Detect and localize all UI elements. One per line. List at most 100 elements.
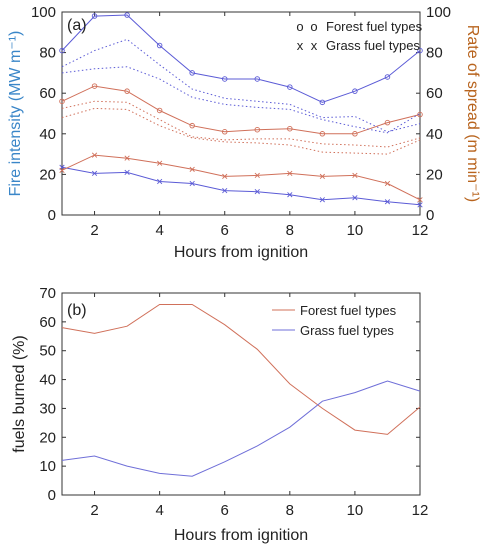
- y-tick-label-a: 100: [31, 4, 56, 21]
- series-line-b-0: [61, 304, 421, 435]
- x-tick-label-b: 6: [221, 502, 229, 519]
- data-point-a: [91, 83, 98, 89]
- data-point-a: [124, 155, 130, 161]
- series-line-a-0: [61, 14, 421, 103]
- data-point-a: [59, 47, 65, 54]
- x-tick-label-a: 2: [90, 222, 98, 239]
- data-point-a: [417, 197, 423, 203]
- data-point-a: [384, 180, 391, 187]
- data-point-a: [189, 70, 195, 76]
- data-point-a: [254, 189, 260, 195]
- x-axis-label-a: Hours from ignition: [174, 244, 308, 261]
- plot-area-b: [61, 292, 421, 496]
- data-point-a: [352, 88, 358, 94]
- series-line-a-6: [61, 100, 421, 148]
- data-point-a: [91, 152, 98, 158]
- y-tick-label-a: 20: [39, 166, 56, 183]
- data-point-a: [156, 107, 163, 114]
- data-point-a: [417, 111, 423, 118]
- plot-area-a: [61, 11, 421, 216]
- data-point-a: [91, 170, 98, 177]
- data-point-a: [319, 197, 325, 203]
- data-point-a: [254, 126, 261, 133]
- data-point-a: [287, 125, 293, 132]
- legend-marker-spread-forest: o: [310, 19, 317, 34]
- data-point-a: [384, 74, 391, 80]
- x-tick-label-a: 6: [221, 222, 229, 239]
- legend-marker-intensity-grass: x: [297, 38, 304, 53]
- y-tick-label-a: 40: [39, 126, 56, 143]
- data-point-a: [319, 99, 326, 106]
- y-tick-label-a: 0: [48, 207, 56, 224]
- y-tick-label-b: 0: [48, 487, 56, 504]
- x-tick-label-a: 8: [286, 222, 294, 239]
- series-line-b-1: [61, 380, 421, 477]
- data-point-a: [157, 160, 163, 166]
- y-axis-label-a: Fire intensity (MW m⁻¹): [7, 31, 24, 197]
- data-point-a: [352, 195, 358, 201]
- data-point-a: [222, 188, 228, 194]
- data-point-a: [287, 170, 293, 177]
- data-point-a: [221, 129, 228, 135]
- y-tick-label-b: 30: [39, 400, 56, 417]
- data-point-a: [287, 84, 293, 90]
- data-point-a: [189, 166, 195, 172]
- legend-marker-spread-grass: x: [311, 38, 318, 53]
- x-tick-label-b: 4: [155, 502, 163, 519]
- data-point-a: [124, 12, 130, 18]
- x-axis-label-b: Hours from ignition: [174, 527, 308, 544]
- y-tick-label-b: 40: [39, 372, 56, 389]
- legend-marker-intensity-forest: o: [296, 19, 303, 34]
- data-point-a: [91, 13, 98, 19]
- panel-label-b: (b): [67, 302, 87, 319]
- series-line-a-1: [61, 85, 421, 135]
- data-point-a: [319, 173, 325, 180]
- legend-label-grass-a: Grass fuel types: [326, 38, 420, 53]
- y2-tick-label-a: 100: [426, 4, 451, 21]
- data-point-a: [221, 76, 228, 82]
- x-tick-label-b: 8: [286, 502, 294, 519]
- series-line-a-2: [61, 166, 421, 206]
- data-point-a: [254, 76, 261, 82]
- data-point-a: [59, 167, 65, 173]
- y2-tick-label-a: 0: [426, 207, 434, 224]
- series-line-a-4: [61, 38, 421, 133]
- data-point-a: [157, 178, 163, 185]
- data-point-a: [254, 172, 260, 179]
- x-tick-label-b: 12: [412, 502, 429, 519]
- data-point-a: [319, 131, 326, 137]
- data-point-a: [384, 119, 391, 126]
- x-tick-label-b: 2: [90, 502, 98, 519]
- y2-axis-label-a: Rate of spread (m min⁻¹): [464, 25, 481, 202]
- data-point-a: [124, 169, 130, 175]
- data-point-a: [189, 122, 195, 129]
- x-tick-label-a: 4: [155, 222, 163, 239]
- x-tick-label-b: 10: [347, 502, 364, 519]
- data-point-a: [222, 173, 228, 180]
- x-tick-label-a: 10: [347, 222, 364, 239]
- data-point-a: [124, 88, 130, 94]
- y-tick-label-a: 60: [39, 85, 56, 102]
- legend-label-forest-a: Forest fuel types: [326, 19, 423, 34]
- y2-tick-label-a: 60: [426, 85, 443, 102]
- y-tick-label-b: 50: [39, 343, 56, 360]
- data-point-a: [156, 42, 163, 49]
- y-tick-label-b: 70: [39, 285, 56, 302]
- data-point-a: [417, 47, 423, 54]
- panel-label-a: (a): [67, 17, 87, 34]
- series-line-a-7: [61, 107, 421, 155]
- data-point-a: [59, 98, 65, 105]
- y-tick-label-b: 20: [39, 429, 56, 446]
- series-line-a-5: [61, 66, 421, 134]
- data-point-a: [189, 180, 195, 187]
- y-tick-label-b: 10: [39, 458, 56, 475]
- y-tick-label-b: 60: [39, 314, 56, 331]
- y-axis-label-b: fuels burned (%): [11, 335, 28, 452]
- y2-tick-label-a: 20: [426, 166, 443, 183]
- data-point-a: [417, 202, 423, 208]
- data-point-a: [384, 199, 391, 205]
- legend-label-b: Grass fuel types: [300, 323, 394, 338]
- series-line-a-3: [61, 154, 421, 201]
- y-tick-label-a: 80: [39, 45, 56, 62]
